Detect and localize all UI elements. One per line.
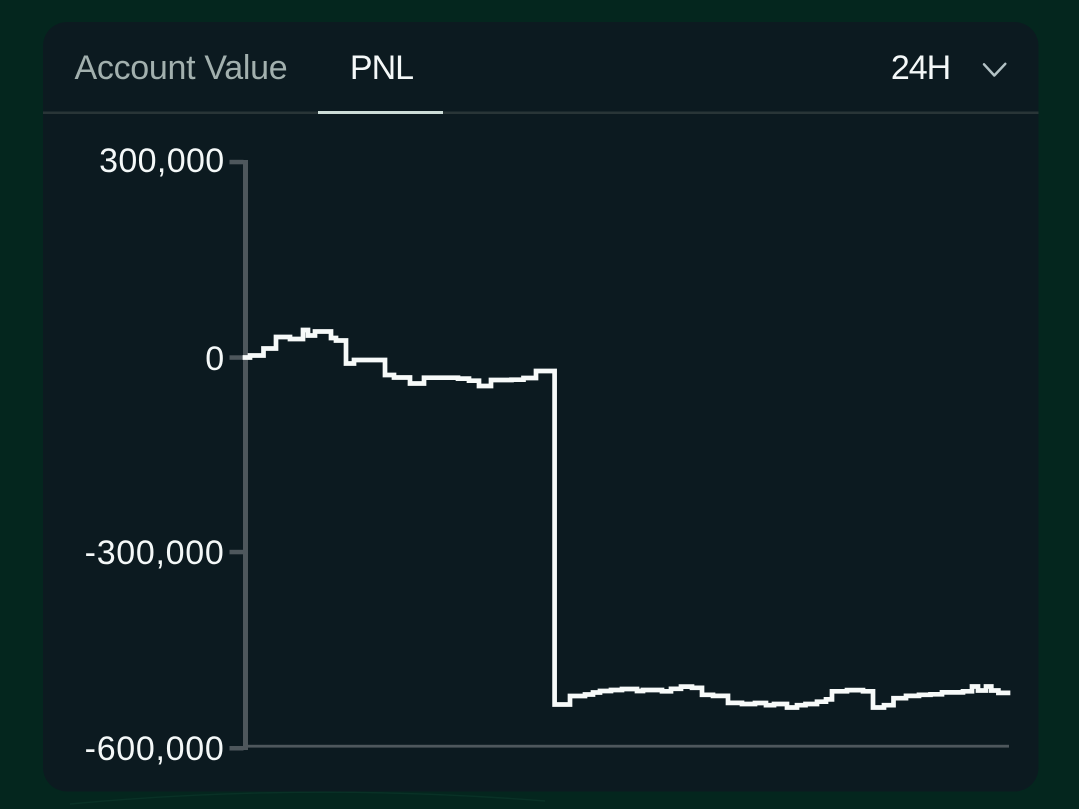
svg-text:0: 0 <box>205 340 224 378</box>
svg-text:24H: 24H <box>891 49 950 87</box>
svg-text:-300,000: -300,000 <box>85 534 225 572</box>
svg-text:300,000: 300,000 <box>99 142 224 180</box>
svg-text:-600,000: -600,000 <box>85 730 225 768</box>
svg-text:PNL: PNL <box>350 49 413 87</box>
svg-text:Account Value: Account Value <box>75 49 288 87</box>
